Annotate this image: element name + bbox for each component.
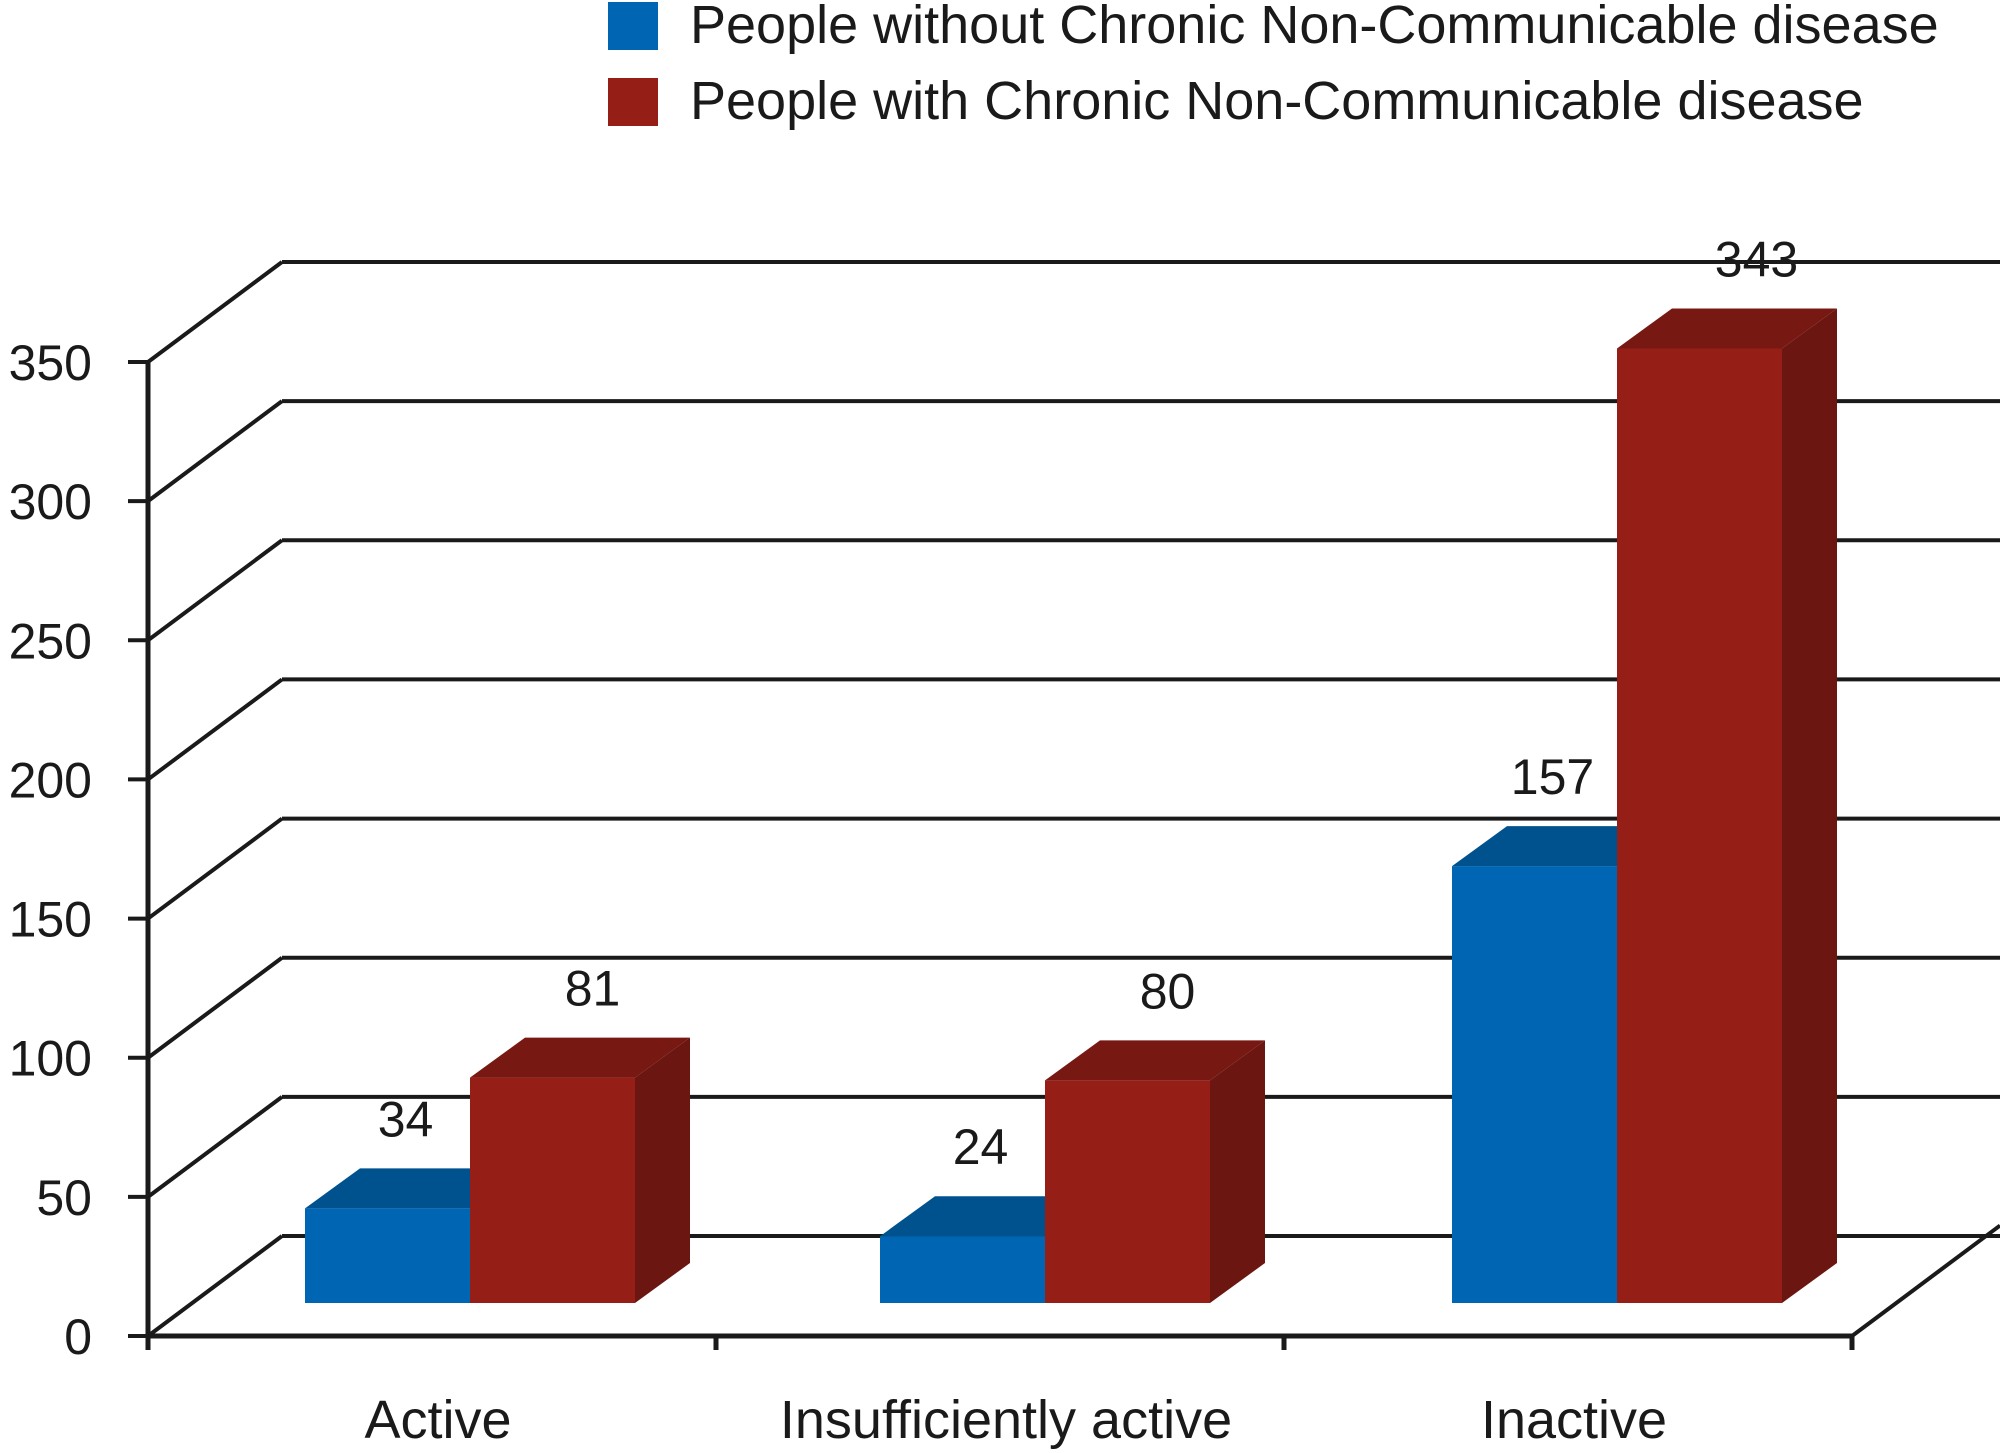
y-tick-label: 150 (9, 892, 92, 948)
bar-top-face (1617, 308, 1837, 349)
legend: People without Chronic Non-Communicable … (608, 0, 1939, 131)
bar-value-label: 24 (953, 1119, 1009, 1175)
y-tick-label: 100 (9, 1031, 92, 1087)
floor-right-edge (1850, 1223, 2000, 1338)
bar-front-face (880, 1236, 1045, 1303)
labels: 34 81 24 80 157 343 (378, 231, 1799, 1175)
bar-front-face (305, 1208, 470, 1303)
legend-label: People with Chronic Non-Communicable dis… (690, 71, 1864, 131)
bar-side-face (1210, 1040, 1265, 1303)
bar-front-face (1045, 1080, 1210, 1303)
side-gridline (146, 677, 284, 782)
bar-front-face (1617, 348, 1782, 1304)
x-category-label: Active (364, 1390, 511, 1450)
legend-swatch (608, 78, 658, 126)
floor-left-edge (146, 1234, 284, 1338)
y-tick-label: 350 (9, 335, 92, 391)
bar-side-face (635, 1037, 690, 1303)
bar (470, 1037, 690, 1303)
x-category-label: Inactive (1481, 1390, 1667, 1450)
y-tick-label: 0 (64, 1309, 92, 1365)
y-tick-label: 50 (36, 1170, 92, 1226)
bar-front-face (1452, 866, 1617, 1303)
bar-value-label: 343 (1715, 231, 1798, 287)
bar-value-label: 157 (1511, 749, 1594, 805)
side-gridline (146, 260, 284, 364)
legend-label: People without Chronic Non-Communicable … (690, 0, 1939, 55)
side-gridline (146, 816, 284, 921)
bar-top-face (1045, 1040, 1265, 1081)
side-gridline (146, 1095, 284, 1199)
side-gridline (146, 399, 284, 503)
side-gridline (146, 538, 284, 642)
legend-swatch (608, 2, 658, 50)
y-tick-label: 200 (9, 752, 92, 808)
bar-front-face (470, 1077, 635, 1303)
bar-value-label: 34 (378, 1091, 434, 1147)
bars (305, 308, 1837, 1304)
bar-value-label: 81 (565, 961, 621, 1017)
x-category-label: Insufficiently active (780, 1390, 1232, 1450)
y-tick-label: 250 (9, 613, 92, 669)
side-gridline (146, 956, 284, 1060)
axes: 0 50 100 150 200 250 300 350 Active Insufficientl… (9, 335, 1855, 1450)
bar-value-label: 80 (1140, 963, 1196, 1019)
bar (1617, 308, 1837, 1304)
bar-side-face (1782, 308, 1837, 1304)
y-tick-label: 300 (9, 474, 92, 530)
bar-top-face (470, 1037, 690, 1078)
bar (1045, 1040, 1265, 1303)
